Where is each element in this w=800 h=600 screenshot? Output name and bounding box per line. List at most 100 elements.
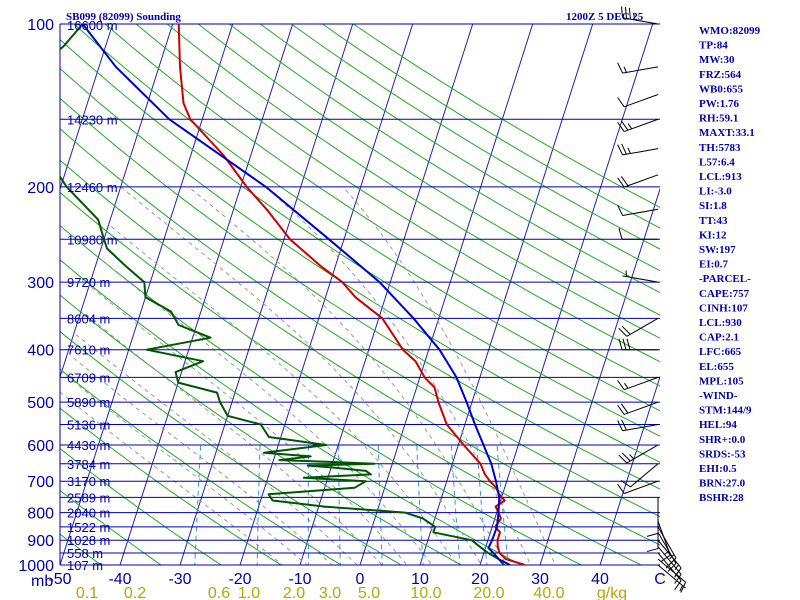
wind-barb-feather [620,403,629,414]
index-line: TT:43 [699,215,728,227]
dry-adiabat-line [60,224,583,565]
index-line: PW:1.76 [699,98,740,110]
temperature-tick-label: -10 [288,571,311,588]
pressure-tick-label: 300 [27,275,54,292]
isotherm-line [599,375,660,565]
height-label: 9720 m [67,275,110,290]
moist-adiabat-line [60,391,284,565]
wind-barb-staff [657,546,682,575]
pressure-tick-label: 600 [27,438,54,455]
wind-barb-staff [624,118,659,133]
index-line: EI:0.7 [699,259,729,271]
pressure-tick-label: 1000 [18,558,54,575]
wind-barb-feather [674,573,682,584]
mixing-ratio-line [377,444,383,565]
wind-barb-half-feather [679,585,683,592]
chart-title: SB099 (82099) Sounding [66,11,181,23]
wind-barb-half-feather [624,382,629,389]
index-line: BRN:27.0 [699,478,746,490]
mixing-ratio-line [338,444,341,565]
wind-barb [617,204,659,216]
height-label: 4436 m [67,438,110,453]
wind-barb [618,444,659,464]
height-label: 558 m [67,546,103,561]
dry-adiabat-line [73,24,660,412]
wind-barb-feather [617,404,625,415]
dry-adiabat-line [60,330,403,565]
wind-barb [618,317,659,337]
pressure-tick-label: 400 [27,343,54,360]
height-label: 5136 m [67,418,110,433]
wind-barb-half-feather [627,147,631,154]
dry-adiabat-line [197,24,660,316]
wind-barb-feather [617,62,623,74]
wind-barb-feather [617,177,625,188]
wind-barb-staff [624,376,659,391]
isotherm-line [60,24,174,379]
index-line: LCL:930 [699,317,742,329]
index-line: L57:6.4 [699,156,735,168]
height-label: 6709 m [67,370,110,385]
index-line: STM:144/9 [699,405,752,417]
wind-barb-half-feather [674,570,679,577]
isotherm-line [179,24,354,565]
dry-adiabat-line [228,24,660,294]
dry-adiabat-line [60,191,643,565]
temperature-tick-label: 20 [471,571,489,588]
index-line: SW:197 [699,244,736,256]
temperature-axis: -50 -40 -30 -20 -10 0 10 20 30 40 C [48,571,665,588]
wind-barb-feather [617,97,625,108]
dry-adiabat-line [60,407,283,565]
moist-adiabat-line [70,355,333,565]
mixing-ratio-tick-label: 2.0 [283,585,305,600]
wind-barb [617,118,659,133]
temperature-tick-label: 0 [356,571,365,588]
temperature-tick-label: 30 [531,571,549,588]
index-line: BSHR:28 [699,492,744,504]
indices-panel: WMO:82099 TP:84 MW:30 FRZ:564 WB0:655 PW:1.76… [699,25,761,504]
wind-barb [646,512,659,553]
wind-barb-feather [621,143,627,155]
height-axis: 16600 m 14230 m 12460 m 10980 m 9720 m 8604 m… [67,18,118,573]
mixing-ratio-tick-label: 20.0 [473,585,504,600]
wind-barb-half-feather [674,564,679,571]
mixing-ratio-tick-label: 1.0 [238,585,260,600]
wind-barb-feather [618,338,623,350]
wind-barb [617,94,659,108]
mixing-ratio-line [416,444,424,565]
dry-adiabat-line [60,67,660,463]
isotherm-line [479,24,654,565]
index-line: HEL:94 [699,419,737,431]
height-label: 7610 m [67,343,110,358]
parcel-profile-line [81,24,511,565]
wind-barb-staff [624,401,659,415]
index-line: LI:-3.0 [699,186,732,198]
dry-adiabat-line [60,259,523,565]
wind-barb-staff [657,526,677,559]
wind-barb-feather [617,144,623,156]
pressure-tick-label: 100 [27,17,54,34]
index-line: MPL:105 [699,375,744,387]
dry-adiabat-line [104,24,660,387]
wind-barb-feather [620,176,629,187]
index-line: LFC:665 [699,346,742,358]
mixing-ratio-line [450,444,461,565]
dry-adiabat-line [60,368,343,565]
wind-barb-staff [622,208,659,216]
wind-barb-staff [622,275,659,283]
moist-adiabat-line [108,224,458,565]
index-line: WMO:82099 [699,25,761,37]
temperature-tick-label: -40 [108,571,131,588]
wind-barb-staff [622,66,659,74]
temperature-tick-label: -20 [228,571,251,588]
mixing-ratio-tick-label: g/kg [597,585,627,600]
dry-adiabat-line [60,294,463,565]
wind-barb-feather [621,6,624,18]
index-line: SHR+:0.0 [699,434,746,446]
index-line: SRDS:-53 [699,448,746,460]
wind-barb-staff [622,424,659,432]
index-line: CAP:2.1 [699,332,739,344]
wind-barb [617,376,659,391]
